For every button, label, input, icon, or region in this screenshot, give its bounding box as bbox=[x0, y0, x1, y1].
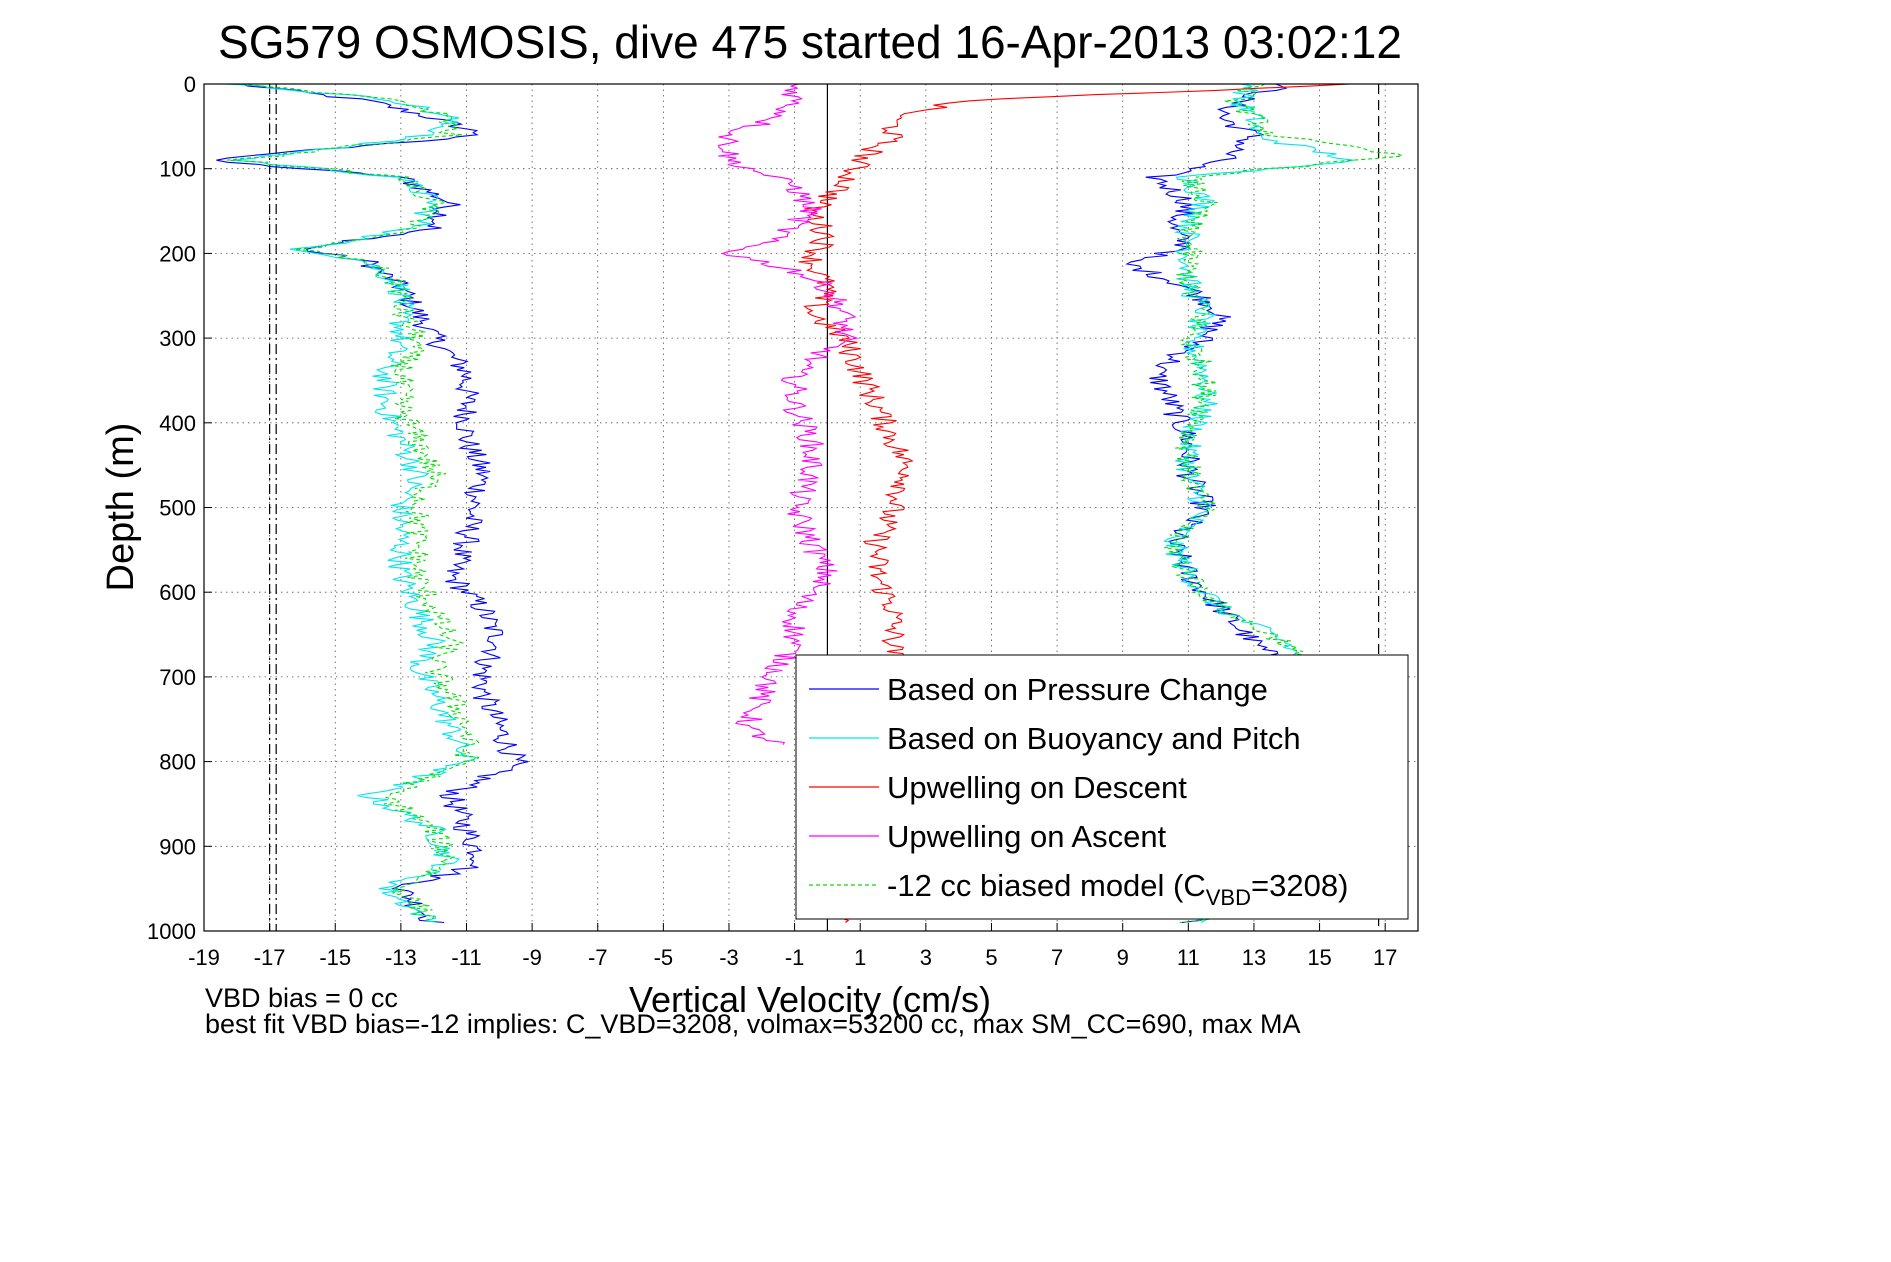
footer-line-2: best fit VBD bias=-12 implies: C_VBD=320… bbox=[205, 1009, 1301, 1039]
chart-svg: SG579 OSMOSIS, dive 475 started 16-Apr-2… bbox=[100, 16, 1419, 1039]
y-tick-labels: 0 100 200 300 400 500 600 700 800 900 1000 bbox=[147, 72, 196, 944]
y-tick-label: 200 bbox=[159, 241, 196, 266]
legend-label: Upwelling on Ascent bbox=[887, 819, 1167, 854]
footer-line-1: VBD bias = 0 cc bbox=[205, 983, 398, 1013]
x-tick-label: 15 bbox=[1307, 945, 1331, 970]
legend-label: -12 cc biased model (CVBD=3208) bbox=[887, 868, 1348, 910]
x-tick-label: -1 bbox=[785, 945, 805, 970]
x-tick-labels: -19 -17 -15 -13 -11 -9 -7 -5 -3 -1 1 3 5 7 9 11 13 15 17 bbox=[188, 945, 1397, 970]
x-tick-label: 3 bbox=[920, 945, 932, 970]
x-tick-label: 7 bbox=[1051, 945, 1063, 970]
x-tick-label: 5 bbox=[985, 945, 997, 970]
y-tick-label: 900 bbox=[159, 834, 196, 859]
x-tick-label: -19 bbox=[188, 945, 220, 970]
x-tick-label: 1 bbox=[854, 945, 866, 970]
legend-label: Based on Buoyancy and Pitch bbox=[887, 721, 1301, 756]
y-tick-label: 100 bbox=[159, 157, 196, 182]
x-tick-label: -17 bbox=[254, 945, 286, 970]
x-tick-label: 17 bbox=[1373, 945, 1397, 970]
y-tick-label: 0 bbox=[184, 72, 196, 97]
legend-label: Based on Pressure Change bbox=[887, 672, 1268, 707]
x-tick-label: 13 bbox=[1242, 945, 1266, 970]
x-tick-label: -3 bbox=[719, 945, 739, 970]
series-line-3-0 bbox=[718, 83, 859, 745]
y-tick-label: 800 bbox=[159, 750, 196, 775]
y-tick-label: 700 bbox=[159, 665, 196, 690]
legend: Based on Pressure Change Based on Buoyanc… bbox=[795, 654, 1409, 920]
x-tick-label: -7 bbox=[588, 945, 608, 970]
chart-title: SG579 OSMOSIS, dive 475 started 16-Apr-2… bbox=[218, 16, 1402, 68]
chart: SG579 OSMOSIS, dive 475 started 16-Apr-2… bbox=[100, 16, 1419, 1039]
x-tick-label: -13 bbox=[385, 945, 417, 970]
y-axis-label: Depth (m) bbox=[100, 423, 142, 592]
series-line-1-0 bbox=[225, 83, 479, 924]
x-axis-label: Vertical Velocity (cm/s) bbox=[629, 979, 991, 1020]
y-tick-label: 400 bbox=[159, 411, 196, 436]
series-line-0-0 bbox=[216, 83, 529, 924]
x-tick-label: -15 bbox=[319, 945, 351, 970]
y-tick-label: 300 bbox=[159, 326, 196, 351]
x-tick-label: 9 bbox=[1117, 945, 1129, 970]
series-line-4-0 bbox=[226, 83, 480, 923]
y-tick-label: 600 bbox=[159, 580, 196, 605]
legend-box bbox=[795, 654, 1409, 920]
y-tick-label: 1000 bbox=[147, 919, 196, 944]
axes-box bbox=[203, 83, 1419, 932]
x-tick-label: -5 bbox=[654, 945, 674, 970]
x-tick-label: 11 bbox=[1177, 945, 1200, 970]
y-tick-label: 500 bbox=[159, 496, 196, 521]
x-tick-label: -9 bbox=[522, 945, 542, 970]
legend-label: Upwelling on Descent bbox=[887, 770, 1187, 805]
x-tick-label: -11 bbox=[451, 945, 481, 970]
